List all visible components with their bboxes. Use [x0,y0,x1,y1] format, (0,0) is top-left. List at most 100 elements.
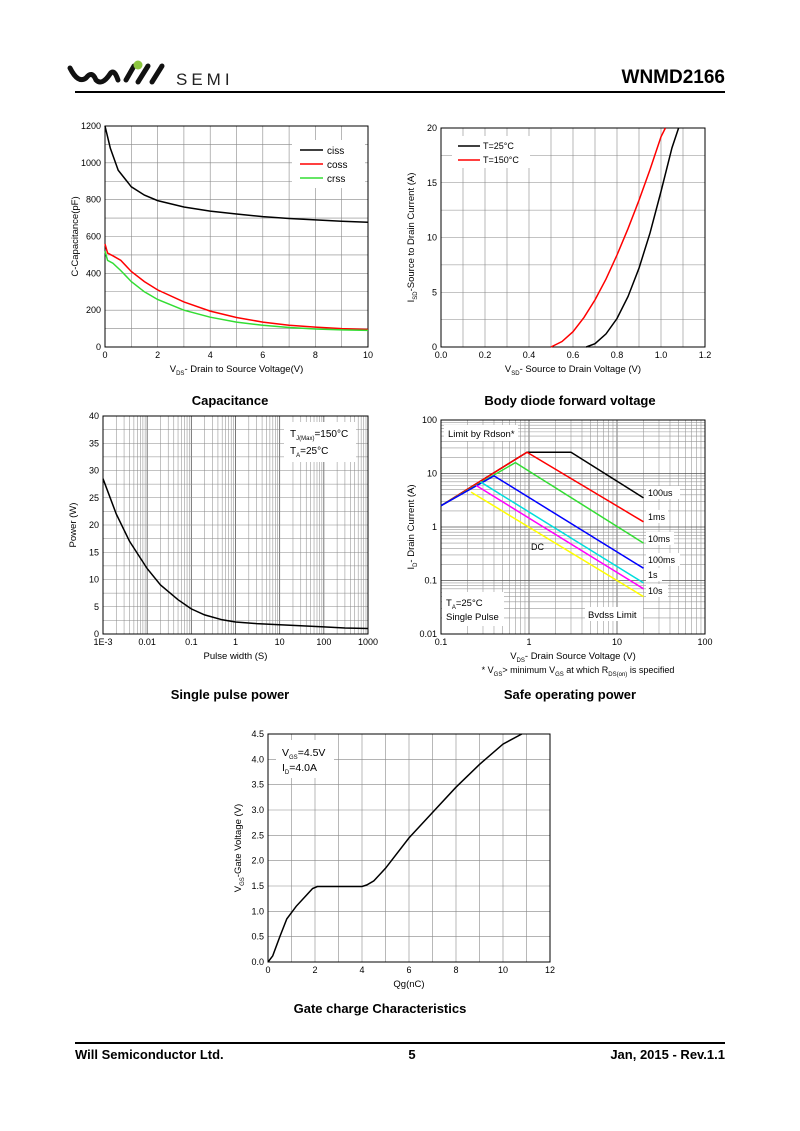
y-tick-label: 5 [94,602,99,612]
annotation-text: TA=25°C [290,446,328,459]
company-logo-text: SEMI [176,70,234,89]
x-tick-label: 0 [265,965,270,975]
y-tick-label: 0.1 [424,576,437,586]
caption-capacitance: Capacitance [191,393,269,408]
y-axis-label: VGS-Gate Voltage (V) [233,804,246,892]
annotation-box [442,592,504,626]
x-tick-label: 0.2 [479,350,492,360]
y-tick-label: 2.5 [251,830,264,840]
x-tick-label: 0.6 [567,350,580,360]
y-tick-label: 1.5 [251,881,264,891]
x-tick-label: 10 [363,350,373,360]
y-axis-label: ISD-Source to Drain Current (A) [406,173,419,303]
annotation-vgs: VGS=4.5V [282,747,325,761]
y-tick-label: 1.0 [251,906,264,916]
series-label-bg [646,486,680,499]
y-tick-label: 3.0 [251,805,264,815]
series-label-bg [646,553,680,566]
x-tick-label: 4 [208,350,213,360]
annotation-box [444,425,518,441]
y-tick-label: 20 [427,123,437,133]
y-tick-label: 400 [86,268,101,278]
footer-page-number: 5 [408,1047,416,1062]
x-tick-label: 10 [498,965,508,975]
series-line-1ms [440,451,644,523]
legend-label: coss [327,160,348,171]
y-tick-label: 100 [422,415,437,425]
y-axis-label: C-Capacitance(pF) [70,196,81,276]
y-tick-label: 15 [89,547,99,557]
legend-label: T=25°C [483,141,514,151]
y-tick-label: 10 [427,233,437,243]
y-axis-label: Power (W) [68,503,79,548]
series-line-10s [475,484,644,590]
x-tick-label: 1.0 [655,350,668,360]
series-label: 10ms [648,534,671,544]
series-line-ciss [104,125,369,224]
y-tick-label: 2.0 [251,856,264,866]
plot-frame [267,733,551,963]
annotation-box [585,607,643,621]
y-tick-label: 4.5 [251,729,264,739]
legend-box [452,136,530,168]
x-tick-label: 8 [453,965,458,975]
series-line-0 [267,733,523,963]
caption-soa: Safe operating power [503,687,637,702]
y-tick-label: 5 [432,287,437,297]
y-tick-label: 1 [432,522,437,532]
plot-frame [440,127,706,348]
x-tick-label: 10 [275,637,285,647]
x-tick-label: 4 [359,965,364,975]
y-tick-label: 4.0 [251,754,264,764]
y-tick-label: 10 [89,575,99,585]
x-tick-label: 2 [155,350,160,360]
plot-frame [102,415,369,635]
series-label-bg [646,584,668,597]
y-tick-label: 0 [432,342,437,352]
y-tick-label: 35 [89,438,99,448]
y-tick-label: 1000 [81,158,101,168]
series-line-crss [104,250,369,332]
series-label: 10s [648,586,663,596]
y-tick-label: 0.5 [251,932,264,942]
header-rule [75,91,725,93]
y-tick-label: 0.0 [251,957,264,967]
x-axis-label: Pulse width (S) [204,651,268,662]
series-line-t-25-c [585,127,680,348]
series-line-1s [479,481,644,584]
annotation-ta: TA=25°C [446,598,483,611]
x-tick-label: 0.8 [611,350,624,360]
caption-single-pulse: Single pulse power [170,687,290,702]
series-line-t-150-c [550,127,667,348]
x-tick-label: 0.0 [435,350,448,360]
y-tick-label: 0.01 [419,629,437,639]
y-tick-label: 0 [96,342,101,352]
annotation-rdson: Limit by Rdson* [448,429,515,440]
series-label: 100us [648,488,673,498]
annotation-dc: DC [531,542,544,552]
x-axis-label: VSD- Source to Drain Voltage (V) [505,364,641,377]
footer-date-rev: Jan, 2015 - Rev.1.1 [610,1047,725,1062]
legend-label: T=150°C [483,155,519,165]
y-tick-label: 3.5 [251,780,264,790]
x-tick-label: 1000 [358,637,378,647]
series-line-0 [102,478,369,630]
x-tick-label: 1E-3 [93,637,112,647]
y-tick-label: 0 [94,629,99,639]
series-label: 100ms [648,555,676,565]
series-label: 1s [648,570,658,580]
annotation-bvdss: Bvdss Limit [588,610,637,621]
footer-rule [75,1042,725,1044]
footer-company: Will Semiconductor Ltd. [75,1047,224,1062]
caption-body-diode: Body diode forward voltage [484,393,656,408]
part-number: WNMD2166 [621,67,725,88]
x-tick-label: 12 [545,965,555,975]
x-tick-label: 100 [316,637,331,647]
annotation-single-pulse: Single Pulse [446,612,499,623]
x-tick-label: 2 [312,965,317,975]
x-tick-label: 0.4 [523,350,536,360]
